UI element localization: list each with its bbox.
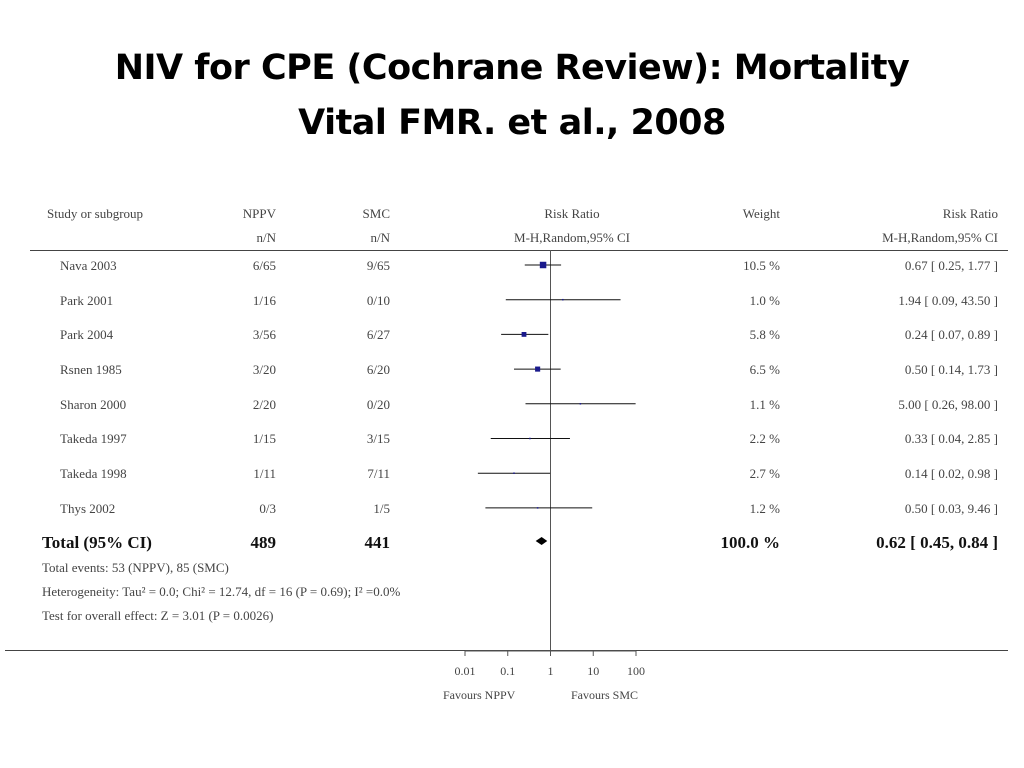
point-estimate-marker xyxy=(529,437,531,440)
study-weight: 2.7 % xyxy=(749,466,780,481)
total-weight: 100.0 % xyxy=(720,533,781,552)
note-overall-effect: Test for overall effect: Z = 3.01 (P = 0… xyxy=(42,608,274,623)
study-ci: 0.50 [ 0.03, 9.46 ] xyxy=(904,501,998,516)
x-tick-label: 100 xyxy=(627,664,645,678)
study-nppv: 6/65 xyxy=(252,258,276,273)
header-weight: Weight xyxy=(742,206,780,221)
favours-smc-label: Favours SMC xyxy=(571,688,639,702)
study-nppv: 2/20 xyxy=(252,397,276,412)
total-ci: 0.62 [ 0.45, 0.84 ] xyxy=(876,533,998,552)
study-name: Park 2001 xyxy=(60,293,114,308)
study-weight: 1.2 % xyxy=(749,501,780,516)
study-name: Thys 2002 xyxy=(60,501,116,516)
study-nppv: 1/15 xyxy=(252,431,276,446)
study-name: Sharon 2000 xyxy=(60,397,127,412)
study-name: Nava 2003 xyxy=(60,258,117,273)
header-smc-sub: n/N xyxy=(370,230,391,245)
pooled-estimate-diamond xyxy=(535,537,548,545)
x-tick-label: 0.1 xyxy=(500,664,515,678)
study-nppv: 3/56 xyxy=(252,327,276,342)
x-tick-label: 10 xyxy=(587,664,599,678)
point-estimate-marker xyxy=(521,331,527,337)
study-weight: 10.5 % xyxy=(743,258,780,273)
point-estimate-marker xyxy=(513,472,515,474)
study-name: Takeda 1998 xyxy=(60,466,127,481)
header-rr-sub: M-H,Random,95% CI xyxy=(882,230,998,245)
header-divider xyxy=(30,250,1008,251)
study-smc: 9/65 xyxy=(366,258,390,273)
point-estimate-marker xyxy=(579,403,582,405)
study-smc: 6/20 xyxy=(366,362,390,377)
study-weight: 6.5 % xyxy=(749,362,780,377)
study-smc: 3/15 xyxy=(366,431,390,446)
study-ci: 0.14 [ 0.02, 0.98 ] xyxy=(904,466,998,481)
note-total-events: Total events: 53 (NPPV), 85 (SMC) xyxy=(42,560,229,575)
x-tick-label: 0.01 xyxy=(455,664,476,678)
study-weight: 1.0 % xyxy=(749,293,780,308)
slide-subtitle: Vital FMR. et al., 2008 xyxy=(298,103,726,143)
header-nppv: NPPV xyxy=(242,206,276,221)
study-name: Park 2004 xyxy=(60,327,114,342)
point-estimate-marker xyxy=(562,298,564,301)
slide-title: NIV for CPE (Cochrane Review): Mortality xyxy=(114,48,910,88)
point-estimate-marker xyxy=(535,366,541,372)
study-name: Rsnen 1985 xyxy=(60,362,122,377)
study-ci: 0.50 [ 0.14, 1.73 ] xyxy=(904,362,998,377)
header-rr: Risk Ratio xyxy=(942,206,998,221)
study-ci: 0.24 [ 0.07, 0.89 ] xyxy=(904,327,998,342)
study-ci: 1.94 [ 0.09, 43.50 ] xyxy=(898,293,998,308)
study-smc: 0/20 xyxy=(366,397,390,412)
header-plot-sub: M-H,Random,95% CI xyxy=(514,230,630,245)
x-tick-label: 1 xyxy=(548,664,554,678)
study-ci: 5.00 [ 0.26, 98.00 ] xyxy=(898,397,998,412)
header-smc: SMC xyxy=(362,206,390,221)
study-smc: 1/5 xyxy=(373,501,390,516)
total-nppv: 489 xyxy=(250,533,277,552)
study-smc: 6/27 xyxy=(366,327,390,342)
total-smc: 441 xyxy=(364,533,391,552)
header-study: Study or subgroup xyxy=(47,206,144,221)
study-weight: 2.2 % xyxy=(749,431,780,446)
note-heterogeneity: Heterogeneity: Tau² = 0.0; Chi² = 12.74,… xyxy=(42,584,401,599)
favours-nppv-label: Favours NPPV xyxy=(443,688,516,702)
study-ci: 0.67 [ 0.25, 1.77 ] xyxy=(904,258,998,273)
study-nppv: 1/11 xyxy=(253,466,276,481)
study-nppv: 3/20 xyxy=(252,362,276,377)
point-estimate-marker xyxy=(539,261,547,269)
study-nppv: 0/3 xyxy=(259,501,276,516)
header-plot: Risk Ratio xyxy=(544,206,600,221)
study-weight: 5.8 % xyxy=(749,327,780,342)
study-nppv: 1/16 xyxy=(252,293,276,308)
point-estimate-marker xyxy=(536,507,539,509)
total-label: Total (95% CI) xyxy=(42,533,152,552)
study-name: Takeda 1997 xyxy=(60,431,127,446)
study-ci: 0.33 [ 0.04, 2.85 ] xyxy=(904,431,998,446)
header-nppv-sub: n/N xyxy=(256,230,277,245)
study-weight: 1.1 % xyxy=(749,397,780,412)
study-smc: 7/11 xyxy=(367,466,390,481)
study-smc: 0/10 xyxy=(366,293,390,308)
